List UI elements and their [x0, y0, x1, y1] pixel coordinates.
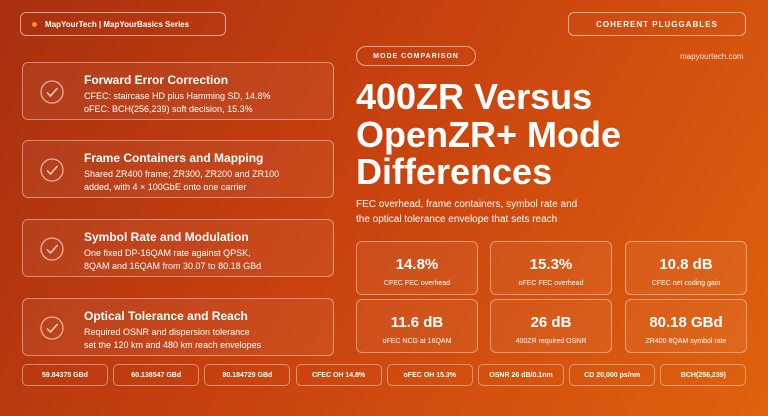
card-title: Optical Tolerance and Reach	[84, 309, 248, 323]
title-line: OpenZR+ Mode	[356, 114, 622, 155]
stat-label: CFEC FEC overhead	[383, 280, 451, 287]
card-line: Required OSNR and dispersion tolerance	[84, 327, 250, 337]
card: Frame Containers and Mapping Shared ZR400…	[22, 140, 334, 198]
stat-box: 15.3% oFEC FEC overhead	[490, 241, 612, 295]
card-line: oFEC: BCH(256,239) soft decision, 15.3%	[84, 104, 253, 114]
check-icon	[40, 158, 64, 182]
card-line: added, with 4 × 100GbE onto one carrier	[84, 182, 247, 192]
series-badge: MapYourTech | MapYourBasics Series	[20, 12, 226, 36]
footer-chip: CFEC OH 14.8%	[295, 364, 382, 386]
dot	[32, 22, 37, 27]
website: mapyourtech.com	[680, 52, 744, 61]
card-line: Shared ZR400 frame; ZR300, ZR200 and ZR1…	[84, 169, 280, 179]
stat-label: CFEC net coding gain	[651, 280, 721, 287]
card: Forward Error Correction CFEC: staircase …	[22, 62, 334, 120]
stat-label: oFEC NCG at 16QAM	[382, 338, 452, 345]
title-line: 400ZR Versus	[356, 76, 593, 117]
stat-box: 80.18 GBd ZR400 8QAM symbol rate	[625, 299, 747, 353]
stat-value: 14.8%	[395, 256, 439, 273]
card-line: 8QAM and 16QAM from 30.07 to 80.18 GBd	[84, 261, 262, 271]
card-line: One fixed DP-16QAM rate against QPSK,	[84, 248, 251, 258]
check-icon	[40, 80, 64, 104]
stat-value: 26 dB	[530, 314, 572, 331]
subtitle-line: FEC overhead, frame containers, symbol r…	[356, 199, 578, 210]
footer-chip: 60.138547 GBd	[113, 364, 200, 386]
card-title: Forward Error Correction	[84, 73, 229, 87]
stat-box: 26 dB 400ZR required OSNR	[490, 299, 612, 353]
check-icon	[40, 237, 64, 261]
stat-value: 10.8 dB	[659, 256, 713, 273]
footer-chip: OSNR 26 dB/0.1nm	[478, 364, 564, 386]
footer-chip: 80.184729 GBd	[204, 364, 291, 386]
stat-box: 11.6 dB oFEC NCG at 16QAM	[356, 299, 478, 353]
stat-value: 15.3%	[529, 256, 573, 273]
footer-chip: CD 20,000 ps/nm	[569, 364, 656, 386]
stat-box: 10.8 dB CFEC net coding gain	[625, 241, 747, 295]
stat-label: oFEC FEC overhead	[518, 280, 584, 287]
stat-value: 11.6 dB	[390, 314, 444, 331]
card-line: CFEC: staircase HD plus Hamming SD, 14.8…	[84, 91, 271, 101]
subtitle-line: the optical tolerance envelope that sets…	[356, 214, 558, 225]
card: Optical Tolerance and Reach Required OSNR…	[22, 298, 334, 356]
series-text: MapYourTech | MapYourBasics Series	[45, 19, 190, 29]
stat-box: 14.8% CFEC FEC overhead	[356, 241, 478, 295]
stat-value: 80.18 GBd	[649, 314, 723, 331]
card-line: set the 120 km and 480 km reach envelope…	[84, 340, 262, 350]
check-icon	[40, 316, 64, 340]
stat-label: 400ZR required OSNR	[515, 338, 587, 345]
card-title: Symbol Rate and Modulation	[84, 230, 249, 244]
footer-chip: BCH(256,239)	[660, 364, 747, 386]
card: Symbol Rate and Modulation One fixed DP-1…	[22, 219, 334, 277]
category-badge: COHERENT PLUGGABLES	[568, 12, 746, 36]
footer-chip: 59.84375 GBd	[22, 364, 108, 386]
card-title: Frame Containers and Mapping	[84, 151, 264, 165]
tag: MODE COMPARISON	[356, 46, 476, 66]
title-line: Differences	[356, 151, 553, 192]
stat-label: ZR400 8QAM symbol rate	[645, 338, 727, 345]
footer-chip: oFEC OH 15.3%	[386, 364, 473, 386]
